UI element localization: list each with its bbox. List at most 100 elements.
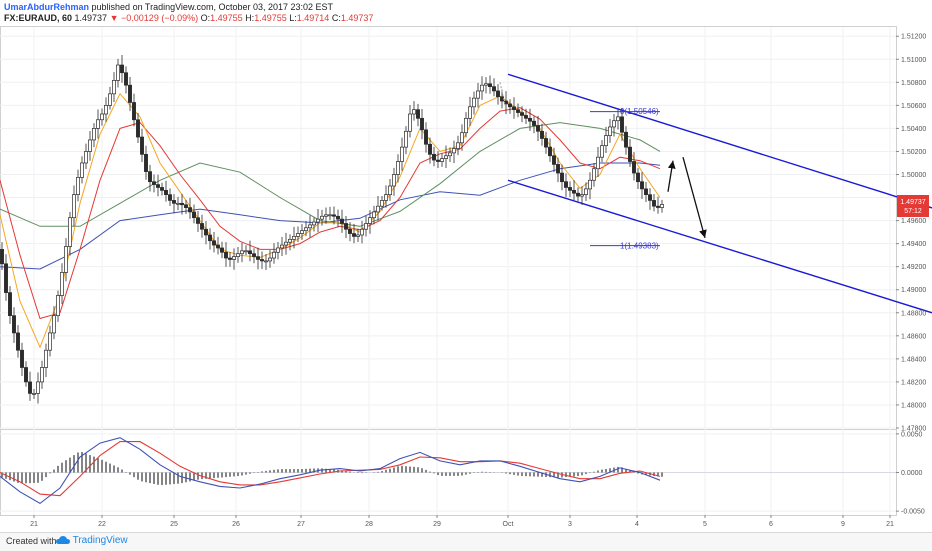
- candle-down: [28, 381, 32, 394]
- price-tick-label: 1.48600: [901, 333, 926, 340]
- candle-up: [292, 236, 296, 240]
- candle-up: [356, 234, 360, 237]
- candle-down: [200, 223, 204, 230]
- publish-info: published on TradingView.com, October 03…: [91, 2, 334, 12]
- candle-down: [420, 117, 424, 131]
- candle-up: [116, 64, 120, 81]
- time-axis[interactable]: 21 22 25 26 27 28 29 Oct 3 4 5 6 9 21: [30, 515, 894, 528]
- candle-down: [556, 164, 560, 174]
- open-label: O:: [200, 13, 211, 23]
- candle-down: [548, 146, 552, 157]
- candle-down: [656, 205, 660, 208]
- tradingview-logo[interactable]: TradingView: [56, 535, 128, 546]
- price-tick-label: 1.49200: [901, 264, 926, 271]
- candle-down: [536, 125, 540, 132]
- candle-up: [584, 188, 588, 196]
- countdown-label: 57:12: [904, 208, 922, 215]
- candle-down: [644, 188, 648, 196]
- high-value: 1.49755: [254, 13, 287, 23]
- down-arrow-icon: ▼: [109, 13, 119, 23]
- price-tick-label: 1.48800: [901, 310, 926, 317]
- time-tick-label: 4: [635, 521, 639, 528]
- candle-down: [148, 171, 152, 183]
- candle-up: [364, 223, 368, 230]
- candle-up: [448, 152, 452, 157]
- candle-down: [564, 181, 568, 188]
- candle-down: [248, 250, 252, 255]
- price-tick-label: 1.50600: [901, 103, 926, 110]
- candle-up: [40, 367, 44, 383]
- change-value: −0.00129 (−0.09%): [121, 13, 199, 23]
- candle-up: [392, 174, 396, 187]
- candle-up: [612, 120, 616, 128]
- price-tick-label: 1.49000: [901, 287, 926, 294]
- candle-up: [108, 93, 112, 106]
- candle-down: [436, 159, 440, 162]
- candle-down: [620, 116, 624, 133]
- author-link[interactable]: UmarAbdurRehman: [4, 2, 90, 12]
- candle-down: [576, 192, 580, 197]
- candle-down: [336, 215, 340, 220]
- candle-down: [132, 102, 136, 121]
- candle-up: [596, 156, 600, 170]
- candle-down: [140, 136, 144, 155]
- candle-up: [404, 130, 408, 148]
- candle-up: [56, 295, 60, 317]
- candle-up: [660, 204, 664, 208]
- publish-line: UmarAbdurRehman published on TradingView…: [4, 2, 924, 13]
- channel-lower-line: [507, 179, 932, 314]
- candle-down: [552, 155, 556, 165]
- candle-up: [232, 256, 236, 260]
- candle-up: [616, 116, 620, 122]
- candle-down: [184, 204, 188, 208]
- candle-down: [188, 207, 192, 213]
- created-with-label: Created with: [6, 536, 57, 546]
- candle-up: [444, 155, 448, 160]
- candle-up: [396, 161, 400, 175]
- fib-level-1-label: 1(1.49383): [620, 242, 659, 251]
- close-value: 1.49737: [340, 13, 374, 23]
- time-tick-label: 5: [703, 521, 707, 528]
- candle-up: [464, 117, 468, 134]
- time-tick-label: 27: [297, 521, 305, 528]
- candle-down: [216, 244, 220, 249]
- candle-down: [12, 315, 16, 334]
- time-tick-label: 29: [433, 521, 441, 528]
- candle-down: [208, 234, 212, 242]
- candle-up: [320, 215, 324, 220]
- candle-up: [608, 126, 612, 136]
- price-tick-label: 1.48400: [901, 356, 926, 363]
- candle-up: [36, 381, 40, 394]
- fib-level-0-label: 0(1.50546): [620, 107, 659, 116]
- candle-up: [388, 185, 392, 196]
- channel-upper-line: [507, 73, 932, 209]
- price-tick-label: 1.50000: [901, 172, 926, 179]
- macd-axis[interactable]: 0.0050 0.0000 -0.0050: [896, 431, 925, 516]
- footer: Created with TradingView: [0, 532, 932, 551]
- candle-up: [308, 224, 312, 229]
- candle-up: [100, 113, 104, 121]
- candle-up: [272, 251, 276, 259]
- time-tick-label: 28: [365, 521, 373, 528]
- price-axis[interactable]: 1.47800 1.48000 1.48200 1.48400 1.48600 1.488…: [896, 34, 926, 433]
- price-tick-label: 1.50400: [901, 126, 926, 133]
- ma-long-line: [0, 162, 661, 270]
- high-label: H:: [245, 13, 255, 23]
- candle-down: [332, 214, 336, 217]
- candle-up: [284, 241, 288, 246]
- candle-up: [236, 253, 240, 257]
- candle-down: [424, 129, 428, 145]
- candle-up: [600, 145, 604, 158]
- candle-up: [460, 132, 464, 144]
- candle-up: [592, 168, 596, 181]
- candle-up: [472, 97, 476, 108]
- candle-down: [532, 120, 536, 126]
- candle-down: [20, 349, 24, 368]
- candle-up: [76, 177, 80, 196]
- time-tick-label: 9: [841, 521, 845, 528]
- candle-up: [244, 250, 248, 253]
- symbol-label[interactable]: FX:EURAUD, 60: [4, 13, 73, 23]
- candle-up: [400, 146, 404, 162]
- candle-up: [604, 135, 608, 147]
- candle-down: [160, 187, 164, 191]
